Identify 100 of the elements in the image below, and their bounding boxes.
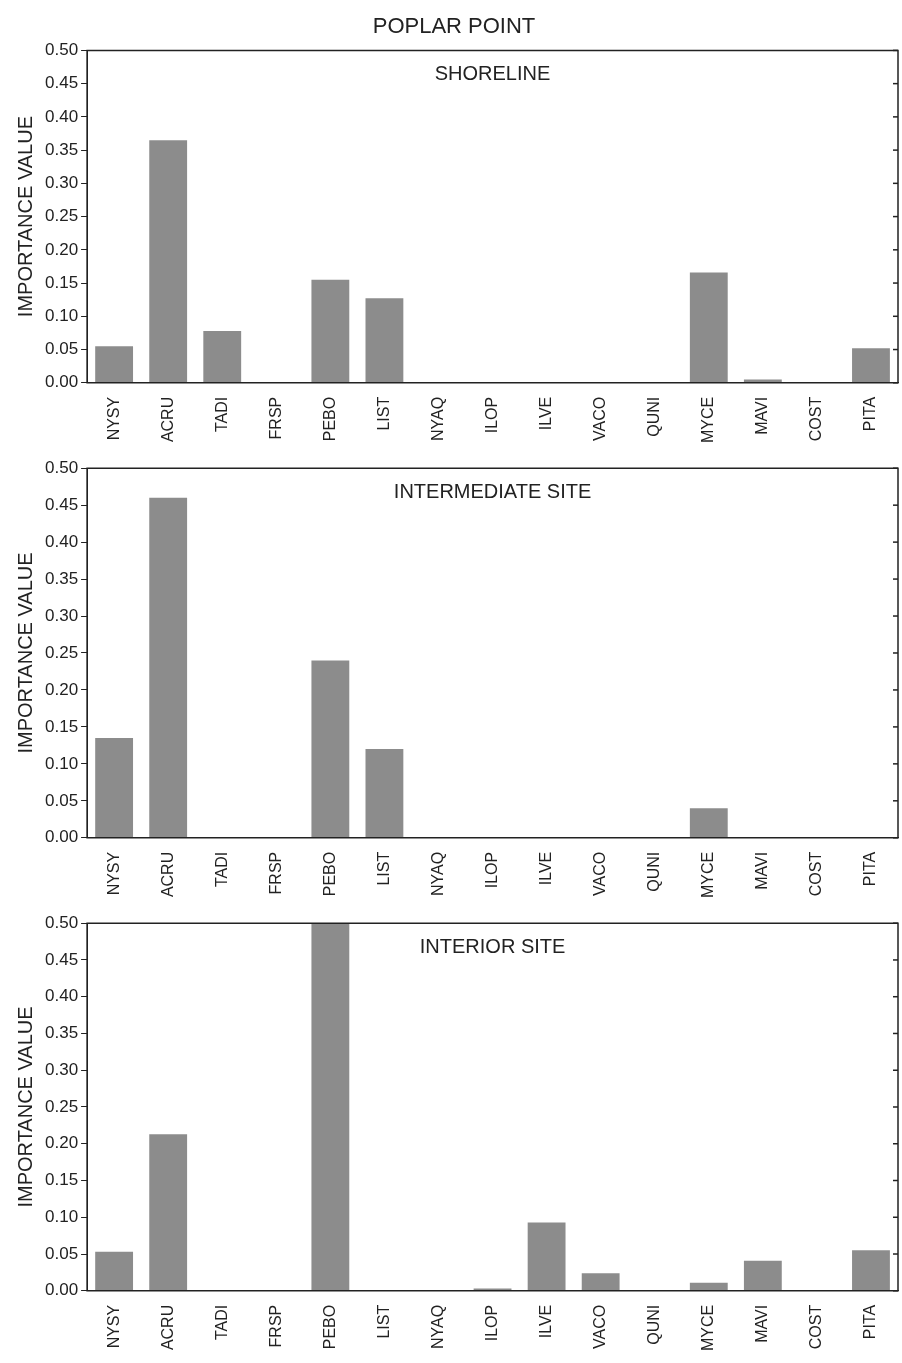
- bar: [95, 1251, 134, 1291]
- x-tick-label: PEBO: [320, 1304, 338, 1350]
- y-tick-label: 0.25: [44, 642, 79, 662]
- x-tick-label: ILVE: [537, 396, 555, 431]
- x-tick-label: NYSY: [104, 396, 122, 441]
- bar: [95, 737, 134, 838]
- annotation: INTERIOR SITE: [419, 934, 566, 957]
- y-axis-title: IMPORTANCE VALUE: [13, 1006, 36, 1208]
- bar: [149, 140, 188, 383]
- y-tick-label: 0.45: [44, 949, 79, 969]
- x-tick-label: QUNI: [645, 1304, 663, 1345]
- y-tick-label: 0.00: [44, 372, 79, 392]
- y-tick-label: 0.00: [44, 827, 79, 847]
- x-tick-label: VACO: [591, 851, 609, 896]
- bar: [689, 272, 728, 383]
- x-tick-label: ACRU: [158, 851, 176, 898]
- x-tick-label: PITA: [861, 396, 879, 432]
- x-tick-label: LIST: [374, 1304, 392, 1339]
- x-tick-label: PEBO: [320, 851, 338, 897]
- x-tick-label: MYCE: [699, 396, 717, 444]
- y-tick-label: 0.45: [44, 494, 79, 514]
- x-tick-label: FRSP: [266, 1304, 284, 1348]
- x-tick-label: QUNI: [645, 851, 663, 892]
- y-tick-label: 0.15: [44, 272, 79, 292]
- x-tick-label: VACO: [591, 396, 609, 441]
- y-tick-label: 0.05: [44, 1243, 79, 1263]
- bar: [311, 923, 350, 1291]
- y-tick-label: 0.20: [44, 679, 79, 699]
- x-tick-label: ILOP: [482, 851, 500, 889]
- y-tick-label: 0.35: [44, 568, 79, 588]
- y-tick-label: 0.20: [44, 239, 79, 259]
- x-tick-label: ACRU: [158, 396, 176, 443]
- x-tick-label: NYAQ: [428, 851, 446, 896]
- bar: [527, 1222, 566, 1291]
- bar: [149, 497, 188, 838]
- y-axis-title: IMPORTANCE VALUE: [13, 552, 36, 754]
- y-tick-label: 0.05: [44, 790, 79, 810]
- y-tick-label: 0.40: [44, 106, 79, 126]
- x-tick-label: LIST: [374, 851, 392, 886]
- x-tick-label: ILVE: [537, 851, 555, 886]
- y-tick-label: 0.45: [44, 73, 79, 93]
- x-tick-label: MAVI: [753, 396, 771, 435]
- y-tick-label: 0.15: [44, 1170, 79, 1190]
- x-tick-label: MAVI: [753, 851, 771, 890]
- bar: [743, 1260, 782, 1291]
- bar: [689, 808, 728, 838]
- y-tick-label: 0.00: [44, 1280, 79, 1300]
- x-tick-label: PITA: [861, 851, 879, 887]
- y-tick-label: 0.15: [44, 716, 79, 736]
- y-tick-label: 0.35: [44, 139, 79, 159]
- bar: [149, 1134, 188, 1291]
- bar: [689, 1282, 728, 1291]
- y-tick-label: 0.40: [44, 531, 79, 551]
- bar: [581, 1273, 620, 1291]
- x-tick-label: FRSP: [266, 851, 284, 895]
- x-tick-label: COST: [807, 1304, 825, 1350]
- chart-title: POPLAR POINT: [372, 13, 536, 39]
- x-tick-label: PITA: [861, 1304, 879, 1340]
- x-tick-label: ACRU: [158, 1304, 176, 1351]
- x-tick-label: MAVI: [753, 1304, 771, 1343]
- y-tick-label: 0.20: [44, 1133, 79, 1153]
- x-tick-label: PEBO: [320, 396, 338, 442]
- x-tick-label: NYSY: [104, 851, 122, 896]
- y-tick-label: 0.25: [44, 1096, 79, 1116]
- y-tick-label: 0.35: [44, 1023, 79, 1043]
- y-tick-label: 0.50: [44, 457, 79, 477]
- bar: [743, 379, 782, 383]
- x-tick-label: MYCE: [699, 851, 717, 899]
- x-tick-label: COST: [807, 396, 825, 442]
- x-tick-label: FRSP: [266, 396, 284, 440]
- x-tick-label: VACO: [591, 1304, 609, 1349]
- y-tick-label: 0.30: [44, 605, 79, 625]
- y-tick-label: 0.10: [44, 753, 79, 773]
- x-tick-label: ILVE: [537, 1304, 555, 1339]
- annotation: SHORELINE: [434, 61, 551, 84]
- bar: [852, 348, 890, 383]
- y-tick-label: 0.30: [44, 1059, 79, 1079]
- y-tick-label: 0.30: [44, 173, 79, 193]
- bar: [311, 279, 350, 383]
- bar: [203, 330, 242, 383]
- y-tick-label: 0.10: [44, 305, 79, 325]
- bar: [365, 749, 404, 838]
- x-tick-label: ILOP: [482, 1304, 500, 1342]
- bar: [95, 346, 134, 383]
- annotation: INTERMEDIATE SITE: [393, 479, 592, 502]
- y-tick-label: 0.10: [44, 1206, 79, 1226]
- x-tick-label: TADI: [212, 1304, 230, 1341]
- bar: [852, 1250, 890, 1291]
- x-tick-label: COST: [807, 851, 825, 897]
- y-tick-label: 0.40: [44, 986, 79, 1006]
- x-tick-label: NYAQ: [428, 396, 446, 441]
- y-tick-label: 0.25: [44, 206, 79, 226]
- x-tick-label: NYAQ: [428, 1304, 446, 1349]
- y-tick-label: 0.50: [44, 912, 79, 932]
- x-tick-label: TADI: [212, 396, 230, 433]
- bar: [311, 660, 350, 838]
- x-tick-label: LIST: [374, 396, 392, 431]
- y-axis-title: IMPORTANCE VALUE: [13, 116, 36, 318]
- x-tick-label: QUNI: [645, 396, 663, 437]
- x-tick-label: TADI: [212, 851, 230, 888]
